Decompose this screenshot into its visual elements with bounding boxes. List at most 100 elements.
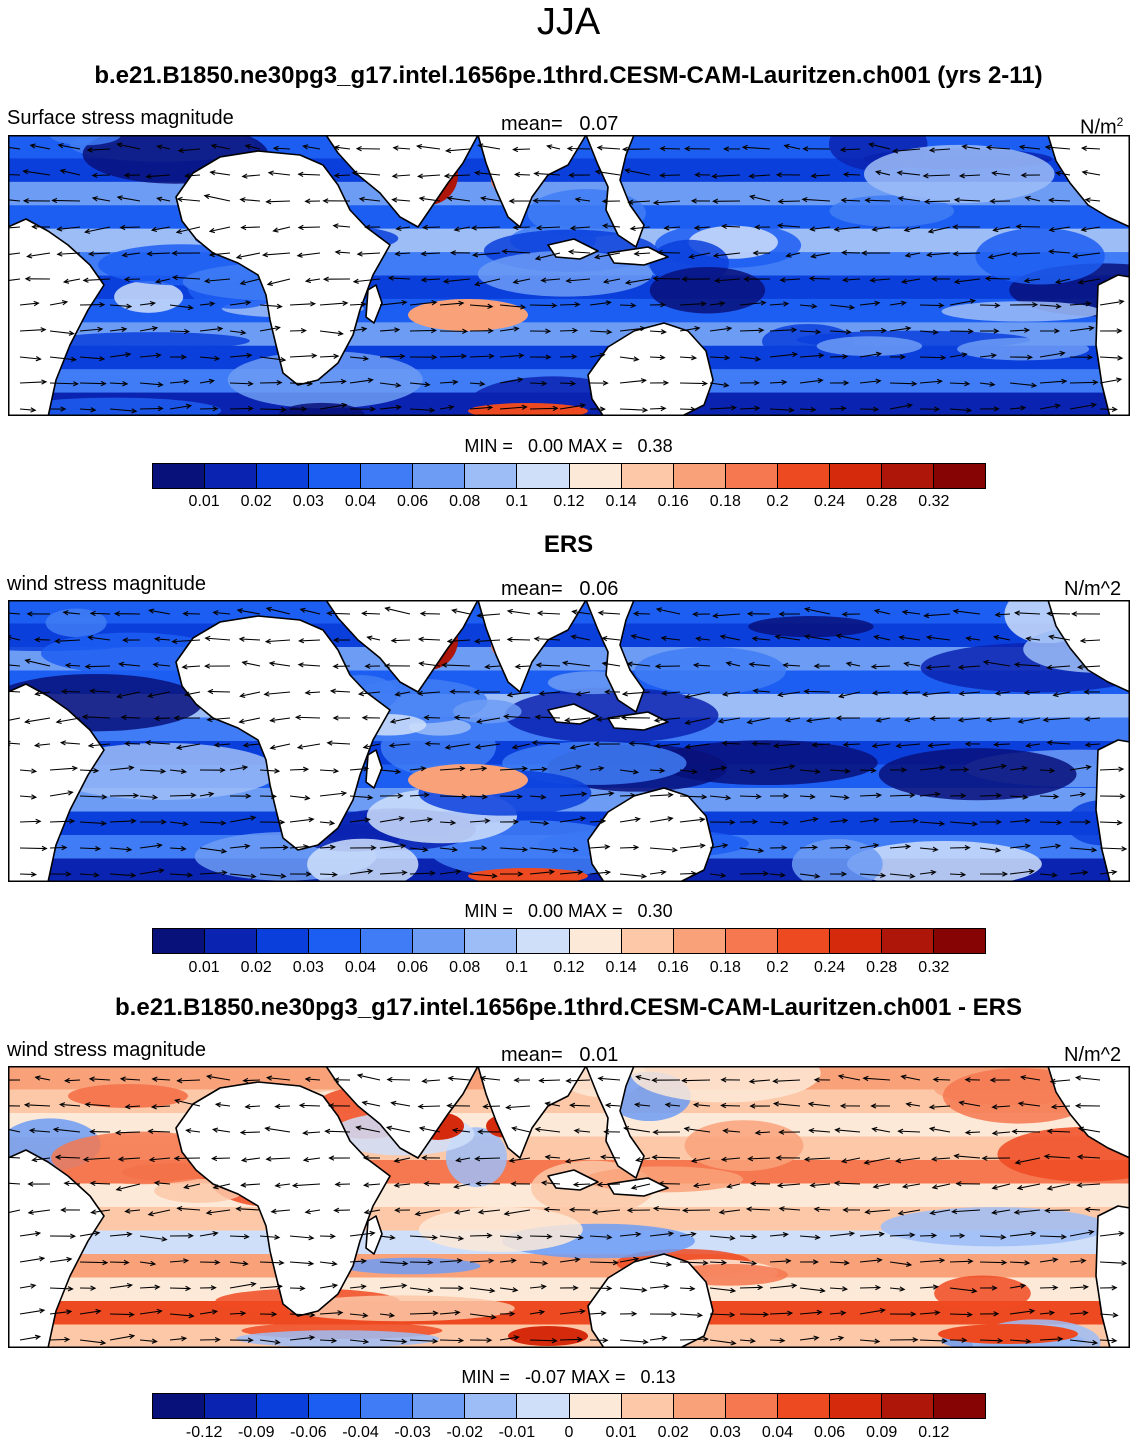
colorbar-tick-label: 0.09 [866,1424,898,1441]
colorbar-tick-label: 0.08 [449,493,481,510]
colorbar-swatch [725,1394,778,1418]
colorbar-swatch [257,464,310,488]
colorbar-swatch [413,929,466,953]
colorbar-tick-label: -0.02 [446,1424,483,1441]
colorbar-tick-label: 0.04 [344,493,377,510]
panel-1-mean: mean= 0.07 [501,112,618,136]
colorbar-tick-label: 0.1 [505,959,528,976]
panel-2-header: ERS [543,531,594,558]
colorbar-swatch [153,1394,206,1418]
colorbar-tick-label: 0.16 [657,959,689,976]
colorbar-swatch [621,929,674,953]
panel-1-units-sup: 2 [1116,115,1124,129]
colorbar-swatch [413,1394,466,1418]
colorbar-swatch [933,1394,985,1418]
colorbar-swatch [517,464,570,488]
colorbar-tick-label: 0.1 [505,493,528,510]
panel-1-min-value: 0.00 [527,436,563,456]
colorbar-swatch [777,929,830,953]
colorbar-swatch [361,929,414,953]
colorbar-tick-label: -0.03 [394,1424,431,1441]
panel-3-colorbar-ticks: -0.12 -0.09 -0.06 -0.04 -0.03 -0.02 -0.01 0 0.01… [152,1423,986,1443]
colorbar-swatch [257,1394,310,1418]
panel-2-colorbar-ticks: 0.01 0.02 0.03 0.04 0.06 0.08 0.1 0.12 0.14 0.16 0… [152,958,986,978]
colorbar-swatch [881,464,934,488]
colorbar-tick-label: -0.06 [290,1424,327,1441]
colorbar-swatch [829,929,882,953]
panel-3-mean-label: mean= [501,1044,563,1066]
panel-3-max-label: MAX = [570,1367,626,1387]
panel-2-field [8,600,1130,882]
colorbar-swatch [153,929,206,953]
colorbar-swatch [881,929,934,953]
colorbar-tick-label: 0.04 [344,959,377,976]
colorbar-tick-label: 0.02 [240,493,272,510]
panel-3-min-label: MIN = [461,1367,510,1387]
colorbar-swatch [465,1394,518,1418]
panel-3-frame [8,1066,1130,1348]
colorbar-tick-label: -0.09 [238,1424,275,1441]
colorbar-tick-label: 0.24 [814,959,846,976]
panel-2-max-value: 0.30 [637,901,673,921]
panel-1-left-label: Surface stress magnitude [7,107,234,129]
colorbar-tick-label: 0.01 [605,1424,637,1441]
panel-1-land [8,135,1130,416]
panel-1-map [8,135,1130,416]
colorbar-tick-label: 0.03 [292,959,324,976]
panel-2-frame [8,600,1130,882]
panel-2-min-label: MIN = [464,901,513,921]
colorbar-swatch [673,464,726,488]
colorbar-tick-label: 0.32 [918,959,950,976]
colorbar-tick-label: 0.02 [240,959,272,976]
colorbar-swatch [309,464,362,488]
panel-3-land [8,1066,1130,1348]
colorbar-swatch [621,1394,674,1418]
colorbar-swatch [153,464,206,488]
panel-2-map [8,600,1130,882]
colorbar-tick-label: 0.18 [709,493,741,510]
panel-1-vectors [8,142,1125,414]
colorbar-swatch [205,929,258,953]
colorbar-swatch [569,929,622,953]
colorbar-swatch [361,464,414,488]
colorbar-tick-label: 0.01 [188,493,220,510]
colorbar-swatch [205,464,258,488]
colorbar-tick-label: 0.28 [866,493,898,510]
colorbar-swatch [725,464,778,488]
colorbar-swatch [361,1394,414,1418]
colorbar-tick-label: 0.16 [657,493,689,510]
panel-2-mean-value: 0.06 [579,578,619,600]
panel-2-units: N/m^2 [1064,578,1122,600]
colorbar-swatch [205,1394,258,1418]
colorbar-swatch [309,929,362,953]
colorbar-tick-label: 0.01 [188,959,220,976]
panel-1-max-value: 0.38 [637,436,673,456]
colorbar-swatch [829,1394,882,1418]
colorbar-tick-label: 0.03 [292,493,324,510]
panel-1-mean-label: mean= [501,113,563,135]
panel-3-map [8,1066,1130,1348]
panel-1-units: N/m2 [1080,110,1123,140]
panel-2-min-value: 0.00 [527,901,563,921]
colorbar-swatch [309,1394,362,1418]
panel-2-left-label: wind stress magnitude [7,573,206,595]
colorbar-swatch [933,464,985,488]
colorbar-swatch [673,929,726,953]
colorbar-swatch [413,464,466,488]
colorbar-tick-label: -0.04 [342,1424,379,1441]
colorbar-swatch [465,464,518,488]
colorbar-swatch [257,929,310,953]
colorbar-tick-label: 0.06 [397,493,429,510]
panel-2-mean-label: mean= [501,578,563,600]
colorbar-tick-label: 0.06 [397,959,429,976]
panel-1-minmax: MIN = 0.00 MAX = 0.38 [0,435,1137,457]
colorbar-swatch [673,1394,726,1418]
colorbar-tick-label: 0.2 [766,959,789,976]
panel-3-left-label: wind stress magnitude [7,1039,206,1061]
figure-title: JJA [536,1,601,43]
colorbar-tick-label: 0.03 [709,1424,741,1441]
panel-3-field [8,1066,1130,1348]
colorbar-tick-label: 0.12 [918,1424,950,1441]
colorbar-tick-label: 0.04 [761,1424,794,1441]
panel-2-mean: mean= 0.06 [501,577,618,601]
